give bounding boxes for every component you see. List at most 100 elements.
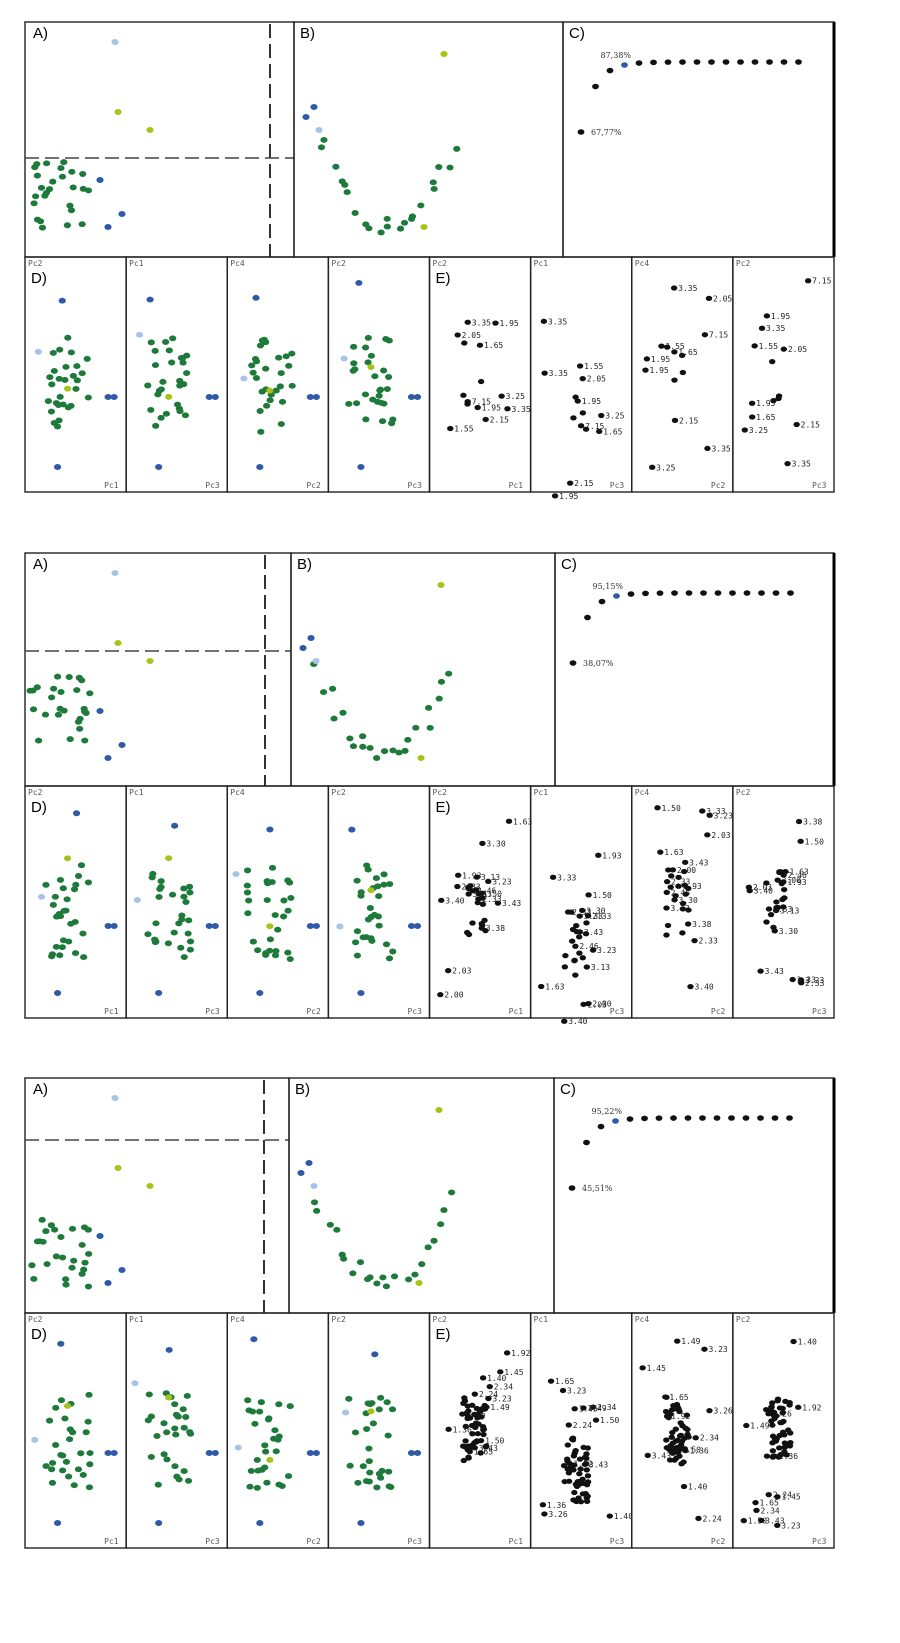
panel-d-point <box>62 363 70 370</box>
panel-d-point <box>263 878 271 885</box>
panel-d-frame <box>327 1312 431 1549</box>
panel-b-point <box>446 164 454 171</box>
panel-d-point <box>368 937 376 944</box>
panel-e-point-label: 2.15 <box>801 421 820 430</box>
panel-d-point <box>165 393 173 400</box>
panel-d-frame <box>226 785 330 1019</box>
panel-e-point <box>790 1338 797 1345</box>
panel-b-point <box>380 748 389 755</box>
panel-d-point <box>359 1463 367 1470</box>
panel-e-point <box>565 1422 572 1428</box>
panel-d-point <box>162 410 171 417</box>
panel-e-loading-plot-4: Pc2 Pc3 2.34 1.50 1.40 1.49 1.452.24 3.23 1.65 3.… <box>732 1312 835 1549</box>
panel-e-point <box>559 1387 567 1394</box>
panel-d-point <box>382 941 391 948</box>
panel-d-label: D) <box>31 799 47 816</box>
axis-label-horizontal: Pc1 <box>104 1007 119 1016</box>
panel-a-point <box>38 1216 46 1223</box>
panel-d-point <box>172 1411 181 1418</box>
panel-e-point <box>479 1424 487 1430</box>
panel-d-point <box>364 916 373 923</box>
panel-e-point <box>670 1402 677 1409</box>
panel-d-point <box>64 334 72 341</box>
panel-b-point <box>356 1259 365 1266</box>
panel-c-first-percent: 67,77% <box>591 128 622 137</box>
panel-d-point <box>104 923 112 929</box>
panel-d-point <box>171 1463 179 1470</box>
panel-e-point <box>577 1466 584 1472</box>
panel-e-point <box>763 880 770 886</box>
panel-c-variance-plot: C) 45,51% 95,22% <box>553 1077 836 1314</box>
panel-d-point <box>52 1442 60 1448</box>
panel-e-point <box>663 1394 670 1400</box>
panel-d-point <box>374 883 382 890</box>
axis-label-horizontal: Pc3 <box>205 1537 220 1546</box>
panel-d-point <box>180 1424 188 1431</box>
panel-e-point-label: 3.33 <box>706 807 725 816</box>
panel-c-point <box>758 590 765 596</box>
panel-c-point <box>641 1115 648 1122</box>
panel-e-point <box>596 428 603 435</box>
panel-b-point <box>426 724 434 731</box>
panel-e-point <box>462 1423 470 1430</box>
panel-d-point <box>186 1430 195 1437</box>
panel-e-point-label: 1.40 <box>688 1482 707 1491</box>
panel-c-label: C) <box>560 1081 576 1098</box>
panel-e-point <box>547 1378 555 1384</box>
panel-e-point <box>753 1507 760 1513</box>
panel-a-point <box>33 172 42 179</box>
panel-e-label: E) <box>436 799 451 816</box>
panel-e-point <box>577 1499 585 1505</box>
panel-e-point <box>572 943 579 949</box>
panel-d-point <box>66 1436 74 1443</box>
panel-d-point <box>163 1456 171 1463</box>
axis-label-vertical: Pc2 <box>331 1315 346 1324</box>
panel-e-point <box>789 976 796 983</box>
panel-d-point <box>171 1425 179 1432</box>
panel-e-point-label: 3.35 <box>678 284 697 293</box>
panel-e-point <box>576 363 584 369</box>
panel-e-point <box>579 955 587 961</box>
panel-e-point-label: 1.92 <box>802 1403 821 1412</box>
panel-d-point <box>59 1452 67 1459</box>
panel-d-point <box>257 428 265 435</box>
panel-d-label: D) <box>31 1326 47 1343</box>
panel-e-point-label: 1.55 <box>454 425 473 434</box>
panel-e-point <box>541 1511 548 1517</box>
axis-label-horizontal: Pc1 <box>104 1537 119 1546</box>
panel-d-point <box>211 394 219 400</box>
panel-d-point <box>234 1444 242 1451</box>
panel-c-cumulative-percent: 95,15% <box>593 582 624 591</box>
panel-d-point <box>171 822 179 829</box>
panel-e-point <box>682 891 689 897</box>
panel-e-point-label: 2.34 <box>700 1434 719 1443</box>
panel-e-point-label: 2.33 <box>482 895 501 904</box>
panel-c-point <box>787 590 794 596</box>
panel-d-point <box>178 916 186 923</box>
panel-e-point-label: 1.63 <box>545 983 564 992</box>
panel-e-point <box>444 968 452 974</box>
panel-e-point <box>786 1399 793 1406</box>
panel-e-point <box>691 938 698 944</box>
axis-label-vertical: Pc1 <box>129 788 144 797</box>
panel-b-point <box>424 1244 432 1251</box>
panel-e-point-label: 1.65 <box>760 1499 779 1508</box>
panel-e-point <box>774 1396 782 1402</box>
panel-e-point <box>665 1415 672 1421</box>
panel-d-point <box>170 929 178 936</box>
panel-e-frame <box>732 785 835 1019</box>
panel-e-point <box>699 808 706 814</box>
panel-d-point <box>53 913 61 920</box>
panel-a-point <box>60 159 68 166</box>
panel-e-point <box>795 818 803 825</box>
panel-d-point <box>361 391 370 398</box>
panel-d-point <box>232 871 240 877</box>
panel-d-point <box>336 923 344 930</box>
panel-b-point <box>297 1170 305 1176</box>
panel-e-point <box>462 1438 469 1444</box>
panel-e-point-label: 3.43 <box>502 899 521 908</box>
panel-e-point <box>579 375 586 382</box>
panel-e-point <box>668 1434 675 1440</box>
pca-figure-2: A) B) C)38,07%95,15%Pc2Pc1D)Pc1Pc3Pc4Pc2Pc… <box>24 552 836 1026</box>
panel-e-point <box>765 1491 772 1498</box>
